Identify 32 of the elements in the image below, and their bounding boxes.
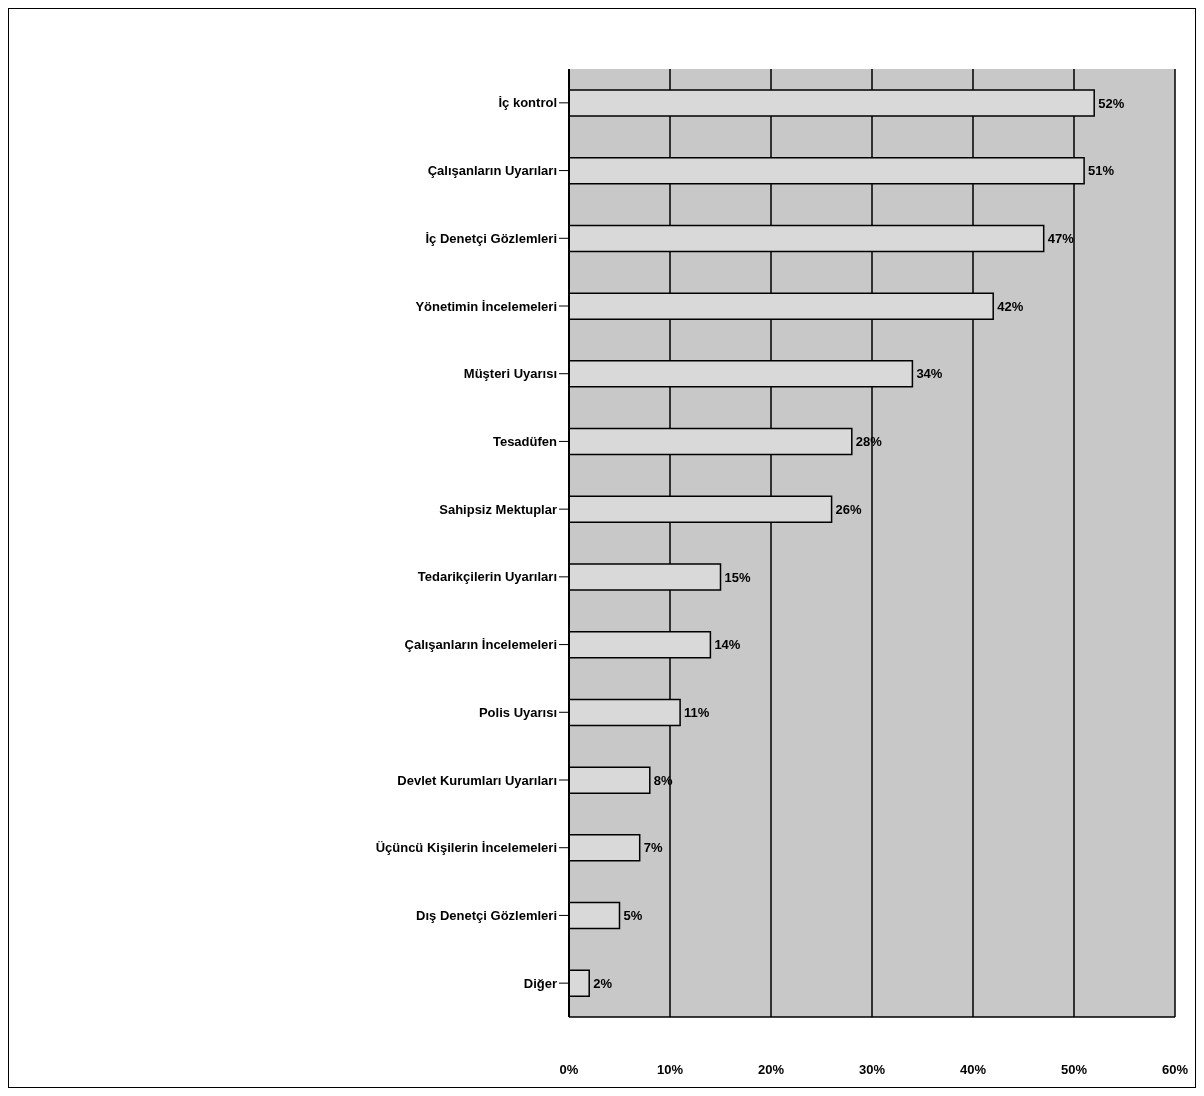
data-label: 51% [1088, 163, 1115, 179]
y-tick-label: Müşteri Uyarısı [463, 366, 557, 382]
x-tick-label: 0% [559, 1062, 579, 1078]
data-label: 7% [643, 840, 663, 856]
data-label: 14% [714, 637, 741, 653]
y-tick-label: Çalışanların Uyarıları [427, 163, 557, 179]
data-label: 2% [593, 975, 613, 991]
y-tick-label: Sahipsiz Mektuplar [439, 501, 557, 517]
y-tick-label: Tedarikçilerin Uyarıları [417, 569, 557, 585]
data-label: 52% [1098, 95, 1125, 111]
y-tick-label: Üçüncü Kişilerin İncelemeleri [375, 840, 557, 856]
y-tick-label: Yönetimin İncelemeleri [415, 298, 557, 314]
x-tick-label: 40% [959, 1062, 987, 1078]
data-label: 34% [916, 366, 943, 382]
y-tick-label: Tesadüfen [492, 434, 558, 450]
x-tick-label: 50% [1060, 1062, 1088, 1078]
data-label: 42% [997, 298, 1024, 314]
y-tick-label: İç Denetçi Gözlemleri [425, 230, 557, 246]
y-tick-label: Çalışanların İncelemeleri [404, 637, 557, 653]
data-label: 11% [684, 705, 710, 721]
data-label: 15% [724, 569, 751, 585]
y-tick-label: Polis Uyarısı [478, 704, 557, 720]
data-label: 5% [623, 908, 643, 924]
x-tick-label: 30% [858, 1062, 886, 1078]
y-tick-label: Devlet Kurumları Uyarıları [397, 772, 557, 788]
x-tick-label: 20% [757, 1062, 785, 1078]
y-tick-label: Dış Denetçi Gözlemleri [416, 908, 557, 924]
x-tick-label: 60% [1161, 1062, 1189, 1078]
y-tick-label: İç kontrol [498, 95, 557, 111]
y-tick-label: Diğer [523, 975, 557, 991]
x-tick-label: 10% [656, 1062, 684, 1078]
data-label: 26% [835, 501, 863, 517]
